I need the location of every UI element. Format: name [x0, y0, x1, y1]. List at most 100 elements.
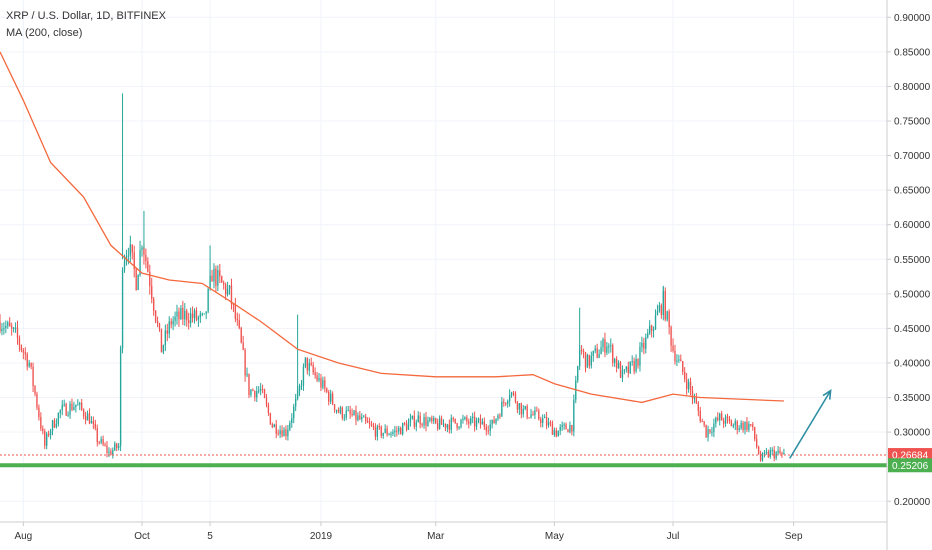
candle-body [94, 423, 96, 429]
price-tick-label: 0.20000 [894, 497, 931, 508]
candle-body [335, 410, 338, 412]
candle-body [347, 409, 349, 411]
candle-body [470, 418, 472, 424]
candle-body [746, 421, 748, 430]
time-axis[interactable]: Aug Oct 5 2019 Mar May Jul Sep [14, 522, 803, 542]
candle-body [532, 414, 534, 416]
indicator-title[interactable]: MA (200, close) [6, 27, 83, 39]
candle-body [510, 392, 513, 396]
candle-body [57, 413, 60, 424]
candle-body [417, 415, 419, 423]
candle-body [205, 311, 207, 314]
candle-body [584, 352, 587, 368]
candle-body [497, 415, 499, 419]
candle-body [178, 311, 180, 320]
candle-body [400, 427, 402, 435]
candle-body [520, 403, 522, 415]
candle-body [211, 275, 213, 282]
candle-body [172, 320, 174, 325]
price-axis[interactable]: 0.90000 0.85000 0.80000 0.75000 0.70000 0.650… [887, 13, 931, 508]
candle-body [555, 430, 558, 437]
candle-body [736, 421, 738, 430]
candle-body [96, 428, 98, 443]
candle-body [333, 404, 336, 411]
candle-body [582, 351, 585, 353]
candle-body [680, 359, 682, 362]
candle-body [141, 247, 143, 250]
candle-body [182, 307, 184, 320]
candle-body [728, 418, 731, 422]
candle-body [258, 390, 260, 392]
candle-body [149, 271, 151, 286]
candle-body [682, 361, 684, 372]
candle-body [526, 406, 528, 418]
candle-body [551, 423, 554, 435]
candle-body [588, 355, 591, 366]
candle-body [119, 348, 122, 446]
candle-body [160, 328, 163, 353]
candle-body [617, 362, 620, 369]
candle-body [49, 430, 52, 436]
candle-body [318, 377, 320, 381]
candle-body [594, 348, 596, 351]
candle-body [559, 427, 561, 431]
candle-body [413, 415, 416, 427]
candle-body [715, 417, 717, 424]
candle-body [639, 346, 641, 366]
candle-body [565, 424, 567, 430]
time-tick-label: Oct [134, 531, 150, 542]
candle-body [359, 415, 361, 420]
candle-body [631, 361, 633, 363]
candle-body [752, 424, 754, 428]
candle-body [263, 389, 266, 398]
symbol-title[interactable]: XRP / U.S. Dollar, 1D, BITFINEX [6, 10, 166, 22]
candle-body [722, 420, 725, 424]
candle-body [744, 421, 746, 431]
candle-body [516, 402, 519, 410]
candle-body [530, 414, 532, 418]
candle-body [65, 404, 67, 416]
candle-body [446, 424, 449, 428]
chart-legend: XRP / U.S. Dollar, 1D, BITFINEX MA (200,… [6, 8, 166, 42]
candle-body [612, 345, 614, 363]
candle-body [442, 423, 445, 425]
candle-body [483, 421, 486, 427]
candle-body [366, 420, 369, 423]
candle-body [154, 310, 157, 322]
price-tick-label: 0.70000 [894, 151, 931, 162]
candle-body [217, 270, 219, 286]
candle-body [3, 328, 5, 330]
candle-body [137, 274, 139, 291]
candle-body [328, 391, 330, 402]
candle-body [143, 247, 145, 255]
candle-body [604, 339, 606, 353]
candle-body [337, 410, 340, 413]
candle-body [316, 375, 318, 381]
candle-body [662, 290, 664, 315]
candle-body [349, 409, 351, 414]
candle-body [203, 313, 205, 315]
candle-body [464, 417, 466, 419]
candle-body [81, 402, 83, 410]
candle-body [781, 453, 783, 455]
candle-body [600, 347, 602, 355]
candle-body [261, 388, 264, 390]
candle-body [162, 345, 165, 353]
candle-body [557, 430, 559, 437]
candle-body [726, 416, 729, 419]
candle-body [394, 430, 396, 433]
candle-body [429, 417, 431, 421]
candle-body [133, 252, 135, 270]
candle-body [398, 427, 400, 432]
candle-body [549, 422, 552, 424]
candle-body [279, 430, 281, 434]
candle-body [685, 379, 688, 389]
candle-body [436, 423, 439, 430]
candle-body [771, 449, 773, 451]
candle-body [462, 418, 464, 420]
candle-body [534, 410, 536, 416]
candle-body [460, 419, 462, 428]
arrow-head [822, 389, 832, 400]
candle-body [368, 422, 371, 424]
